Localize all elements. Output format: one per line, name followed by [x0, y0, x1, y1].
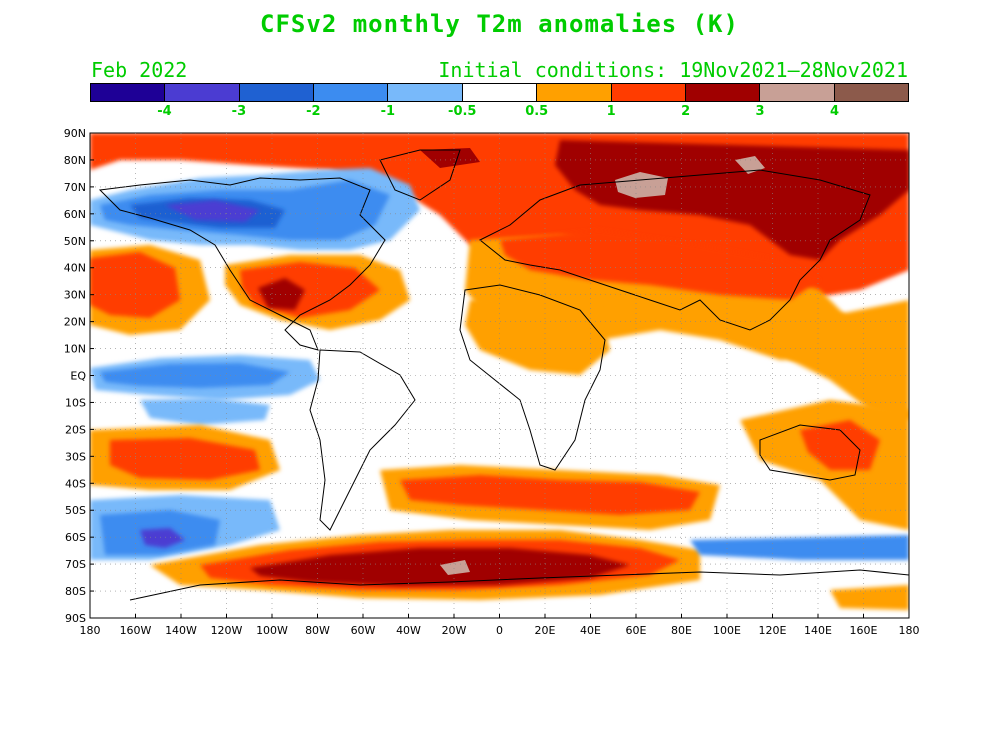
antarctic-extreme-warm	[250, 548, 630, 586]
siberia-strong-warm	[555, 140, 909, 260]
coastline-eurasia	[479, 169, 871, 331]
lon-tick-label: 20E	[535, 624, 556, 637]
lat-tick-label: 20N	[64, 316, 86, 329]
lon-tick-label: 120E	[759, 624, 787, 637]
lon-tick-label: 180	[80, 624, 101, 637]
anomaly-field	[90, 133, 909, 618]
australia-strong-warm	[800, 420, 880, 470]
colorbar-swatch	[388, 84, 463, 101]
lat-tick-label: 20S	[65, 423, 86, 436]
lon-tick-label: 120W	[211, 624, 243, 637]
lat-tick-label: 80N	[64, 154, 86, 167]
lat-tick-label: 30S	[65, 450, 86, 463]
colorbar-swatch	[611, 84, 686, 101]
siberia-extreme-warm-2	[735, 156, 765, 174]
colorbar-label: -0.5	[448, 104, 477, 119]
lat-tick-label: EQ	[70, 370, 86, 383]
lon-tick-label: 160W	[120, 624, 152, 637]
colorbar-label: 2	[681, 104, 691, 119]
south-atlantic-strong-warm	[400, 475, 700, 515]
north-pacific-strong-warm	[90, 252, 180, 318]
colorbar-label: 4	[830, 104, 840, 119]
coastline-antarctica	[129, 569, 909, 601]
lon-tick-label: 100E	[713, 624, 741, 637]
colorbar-swatch	[537, 84, 612, 101]
africa-warm	[465, 295, 610, 375]
coastline-africa	[459, 284, 606, 471]
lon-tick-label: 40W	[396, 624, 421, 637]
colorbar-label: 3	[755, 104, 765, 119]
antarctic-cold-band	[690, 535, 909, 560]
lon-tick-label: 100W	[256, 624, 288, 637]
colorbar-swatch	[760, 84, 835, 101]
lon-tick-label: 60W	[351, 624, 376, 637]
lon-tick-label: 80W	[305, 624, 330, 637]
lat-tick-label: 80S	[65, 585, 86, 598]
canada-extreme-cold	[165, 200, 260, 222]
colorbar-label: -3	[231, 104, 247, 119]
pacific-east-warm	[760, 300, 909, 420]
lat-tick-label: 50S	[65, 504, 86, 517]
coastline-north-america	[98, 177, 386, 351]
lon-tick-label: 180	[899, 624, 920, 637]
colorbar-swatch	[462, 84, 538, 101]
lat-tick-label: 50N	[64, 235, 86, 248]
lat-tick-label: 90S	[65, 612, 86, 625]
lat-tick-label: 40S	[65, 477, 86, 490]
lon-tick-label: 20W	[442, 624, 467, 637]
south-pacific-cold	[140, 398, 270, 425]
longitude-labels: 180 160W 140W 120W 100W 80W 60W 40W 20W 0 20E 40E 60…	[80, 624, 920, 637]
antarctic-highest-warm	[440, 560, 470, 575]
lat-tick-label: 10N	[64, 343, 86, 356]
south-pacific-strong-warm	[110, 438, 260, 480]
chart-title: CFSv2 monthly T2m anomalies (K)	[260, 10, 739, 38]
latitude-labels: 90N 80N 70N 60N 50N 40N 30N 20N 10N EQ 10S 20S 30S 40…	[64, 127, 87, 625]
lon-tick-label: 80E	[671, 624, 692, 637]
colorbar-label: -2	[306, 104, 321, 119]
lat-tick-label: 30N	[64, 289, 86, 302]
greenland-warm	[420, 148, 480, 168]
lat-tick-label: 90N	[64, 127, 86, 140]
coastline-greenland	[379, 149, 461, 201]
colorbar-swatch	[239, 84, 315, 101]
colorbar-swatch	[314, 84, 389, 101]
lon-tick-label: 140E	[804, 624, 832, 637]
far-south-warm	[830, 585, 909, 610]
us-south-strong-warm	[258, 278, 305, 310]
lat-tick-label: 70S	[65, 558, 86, 571]
colorbar-label: 1	[606, 104, 616, 119]
lon-tick-label: 40E	[580, 624, 601, 637]
lat-tick-label: 60N	[64, 208, 86, 221]
colorbar-labels: -4 -3 -2 -1 -0.5 0.5 1 2 3 4	[90, 104, 909, 122]
lon-tick-label: 140W	[165, 624, 197, 637]
colorbar-label: -4	[157, 104, 172, 119]
lon-tick-label: 0	[496, 624, 503, 637]
central-asia-warm	[500, 230, 820, 300]
coastlines	[98, 149, 909, 601]
forecast-month: Feb 2022	[91, 58, 188, 82]
lon-tick-label: 160E	[850, 624, 878, 637]
colorbar-legend	[90, 83, 909, 102]
lat-tick-label: 40N	[64, 262, 86, 275]
colorbar-label: -1	[380, 104, 396, 119]
lat-tick-label: 70N	[64, 181, 86, 194]
initial-conditions: Initial conditions: 19Nov2021–28Nov2021	[438, 58, 908, 82]
lat-tick-label: 60S	[65, 531, 86, 544]
colorbar-swatch	[685, 84, 761, 101]
lat-tick-label: 10S	[65, 396, 86, 409]
lon-tick-label: 60E	[626, 624, 647, 637]
colorbar-swatch	[165, 84, 240, 101]
colorbar-label: 0.5	[525, 104, 549, 119]
coastline-australia	[759, 424, 861, 481]
grid-lines	[89, 132, 910, 619]
colorbar-swatch	[91, 84, 166, 101]
colorbar-swatch	[834, 84, 908, 101]
south-pacific-high-lat-extreme-cold	[140, 528, 185, 548]
